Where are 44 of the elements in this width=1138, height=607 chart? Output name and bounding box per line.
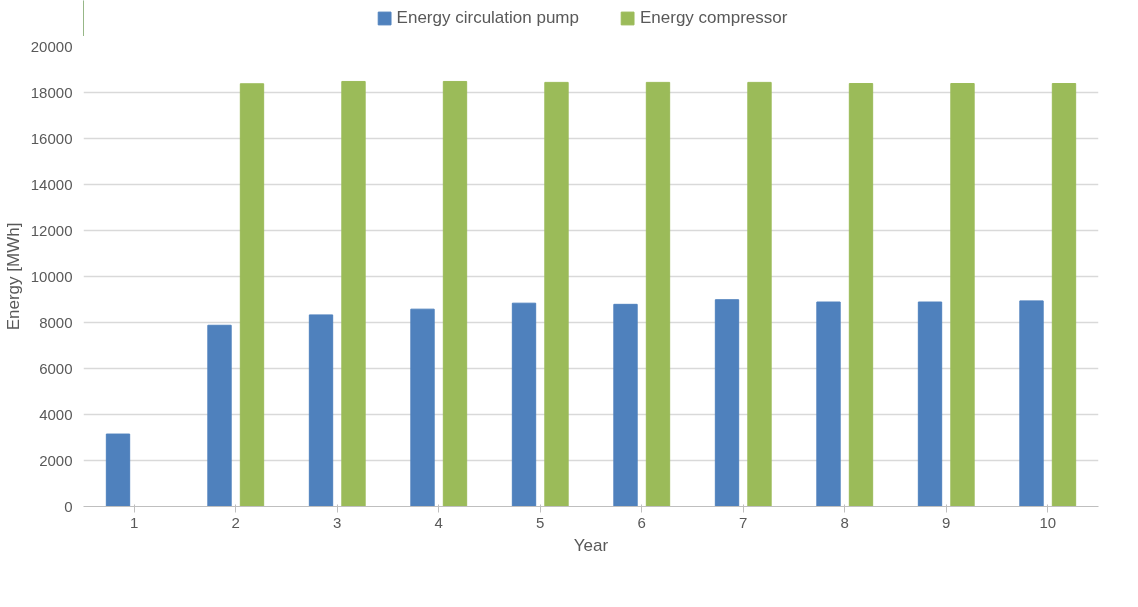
bar	[1019, 300, 1044, 507]
bar	[544, 81, 569, 507]
y-axis-title: Energy [MWh]	[3, 222, 23, 331]
x-tick-label: 7	[739, 513, 748, 531]
bar	[105, 433, 131, 507]
x-tick-label: 5	[536, 513, 545, 531]
y-tick-label: 2000	[39, 451, 73, 469]
y-tick-label: 8000	[39, 313, 73, 331]
x-tick-label: 2	[231, 513, 240, 531]
bar	[950, 83, 975, 507]
bar	[410, 308, 435, 507]
y-tick-label: 0	[64, 497, 73, 515]
bar	[239, 83, 265, 507]
x-tick-label: 6	[637, 513, 646, 531]
bar	[207, 324, 232, 507]
y-tick-label: 20000	[30, 37, 73, 55]
y-tick-label: 16000	[30, 129, 73, 147]
x-tick-label: 1	[130, 513, 139, 531]
bar	[848, 83, 874, 507]
y-tick-label: 6000	[39, 359, 73, 377]
y-tick-label: 10000	[30, 267, 73, 285]
y-tick-label: 14000	[30, 175, 73, 193]
bar	[816, 301, 841, 507]
bar	[917, 301, 943, 507]
bar	[511, 302, 537, 507]
x-tick-label: 3	[333, 513, 342, 531]
bar	[645, 81, 671, 507]
x-tick-label: 10	[1039, 513, 1057, 531]
bar	[613, 303, 638, 507]
x-tick-label: 9	[942, 513, 951, 531]
x-tick-label: 4	[434, 513, 443, 531]
x-tick-label: 8	[840, 513, 849, 531]
legend-label: Energy compressor	[639, 8, 788, 28]
y-tick-label: 12000	[30, 221, 73, 239]
y-tick-label: 18000	[30, 83, 73, 101]
bar	[341, 80, 366, 507]
bar	[308, 314, 334, 507]
bar	[442, 80, 468, 507]
y-tick-label: 4000	[39, 405, 73, 423]
x-axis-title: Year	[573, 535, 609, 555]
bar	[714, 299, 740, 507]
legend-label: Energy circulation pump	[396, 8, 579, 28]
bar	[747, 81, 772, 507]
bar	[1051, 83, 1077, 507]
